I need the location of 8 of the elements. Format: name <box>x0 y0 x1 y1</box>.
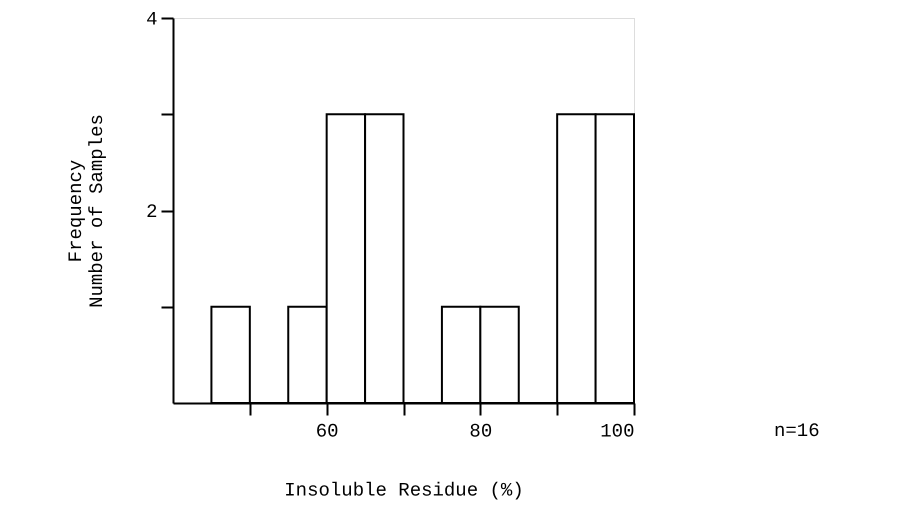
x-tick-label: 100 <box>600 420 634 442</box>
y-tick-label: 4 <box>146 8 158 30</box>
y-axis-title: Frequency Number of Samples <box>65 114 108 308</box>
x-tick-label: 60 <box>316 420 339 442</box>
text: n=16 <box>774 420 820 442</box>
x-tick-label: 80 <box>469 420 492 442</box>
x-axis-title: Insoluble Residue (%) <box>284 480 524 502</box>
y-tick-label: 2 <box>146 201 158 223</box>
